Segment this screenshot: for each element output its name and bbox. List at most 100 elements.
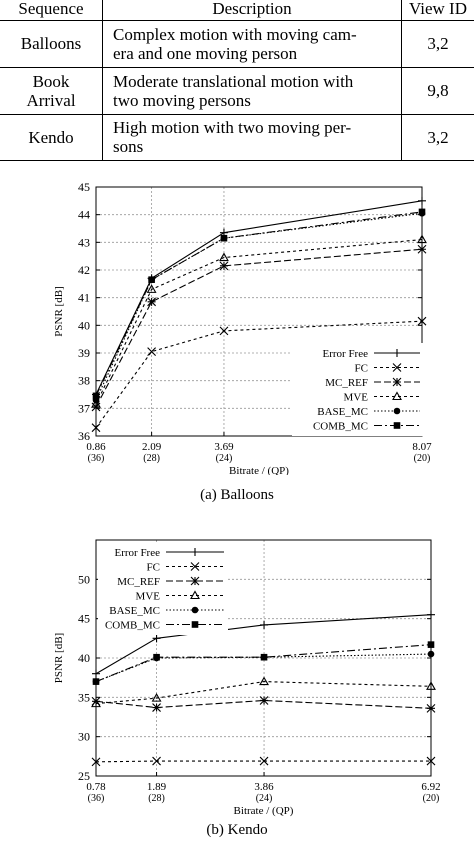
legend bbox=[98, 542, 228, 635]
x-tick-qp-label: (28) bbox=[143, 453, 160, 464]
x-tick-qp-label: (28) bbox=[148, 793, 165, 804]
header-description: Description bbox=[102, 0, 402, 21]
y-tick-label: 50 bbox=[78, 572, 90, 586]
legend-label: COMB_MC bbox=[105, 620, 160, 632]
y-tick-label: 35 bbox=[78, 690, 90, 704]
marker-triangle bbox=[219, 252, 229, 262]
cell-sequence: Kendo bbox=[0, 114, 103, 161]
y-tick-label: 30 bbox=[78, 730, 90, 744]
table-row: Kendo High motion with two moving per- s… bbox=[0, 114, 474, 161]
y-tick-label: 41 bbox=[78, 291, 90, 305]
header-view-id: View ID bbox=[401, 0, 474, 21]
marker-circle bbox=[427, 650, 435, 658]
marker-star bbox=[91, 696, 101, 706]
x-axis-label: Bitrate / (QP) bbox=[234, 805, 294, 817]
marker-star bbox=[417, 244, 427, 254]
marker-circle bbox=[191, 606, 199, 614]
series-line bbox=[95, 239, 423, 405]
marker-plus bbox=[92, 669, 100, 678]
cell-description: Moderate translational motion with two m… bbox=[102, 67, 402, 115]
legend-label: Error Free bbox=[322, 348, 368, 360]
y-axis-label: PSNR [dB] bbox=[53, 286, 65, 336]
legend-label: COMB_MC bbox=[313, 421, 368, 433]
marker-triangle bbox=[146, 284, 157, 293]
legend-label: MC_REF bbox=[325, 377, 368, 389]
plot-frame bbox=[95, 186, 423, 437]
marker-square bbox=[427, 641, 435, 648]
description-line: Complex motion with moving cam- bbox=[113, 24, 357, 44]
marker-circle bbox=[393, 407, 401, 415]
marker-plus bbox=[191, 548, 199, 556]
marker-star bbox=[219, 261, 229, 271]
sequence-table: Sequence Description View ID Balloons Co… bbox=[0, 0, 474, 161]
description-line: era and one moving person bbox=[113, 43, 298, 63]
legend-label: MVE bbox=[344, 392, 369, 404]
description-line: sons bbox=[113, 137, 144, 156]
marker-plus bbox=[418, 196, 426, 205]
marker-square bbox=[393, 422, 401, 429]
marker-triangle bbox=[91, 698, 101, 708]
marker-x bbox=[152, 756, 161, 766]
marker-x bbox=[190, 562, 200, 571]
x-tick-label: 3.69 bbox=[214, 441, 234, 453]
y-tick-label: 40 bbox=[78, 651, 90, 665]
marker-x bbox=[392, 363, 402, 372]
x-tick-qp-label: (24) bbox=[216, 453, 233, 464]
legend-label: FC bbox=[355, 363, 368, 375]
y-tick-label: 39 bbox=[78, 346, 90, 360]
marker-x bbox=[417, 316, 427, 326]
legend-label: MC_REF bbox=[117, 576, 160, 588]
description-line: two moving persons bbox=[113, 90, 251, 110]
x-axis-label: Bitrate / (QP) bbox=[229, 465, 289, 475]
y-axis-label: PSNR [dB] bbox=[53, 633, 65, 683]
marker-square bbox=[92, 392, 100, 400]
marker-x bbox=[91, 423, 101, 433]
x-tick-label: 8.07 bbox=[412, 441, 432, 453]
x-tick-label: 1.89 bbox=[147, 781, 167, 793]
cell-view-id: 9,8 bbox=[401, 67, 474, 115]
x-tick-qp-label: (36) bbox=[88, 793, 105, 804]
y-tick-label: 45 bbox=[78, 180, 90, 194]
marker-star bbox=[426, 703, 436, 713]
y-tick-label: 37 bbox=[78, 401, 90, 415]
marker-triangle bbox=[417, 234, 427, 244]
series-line bbox=[95, 211, 423, 397]
x-tick-qp-label: (36) bbox=[88, 453, 105, 464]
plot-frame bbox=[95, 539, 432, 777]
cell-sequence: Balloons bbox=[0, 20, 103, 68]
x-tick-label: 3.86 bbox=[254, 781, 274, 793]
marker-square bbox=[191, 621, 199, 628]
x-tick-label: 6.92 bbox=[421, 781, 440, 793]
marker-star bbox=[147, 297, 157, 307]
marker-square bbox=[418, 208, 426, 216]
header-sequence: Sequence bbox=[0, 0, 103, 21]
sequence-line: Book bbox=[32, 71, 70, 91]
series-line bbox=[95, 760, 431, 763]
kendo-psnr-chart: 25 30 35 40 45 50 0.78(36) 1.89(28) 3.86(24) 6.92… bbox=[53, 539, 441, 817]
series-line bbox=[95, 200, 423, 395]
marker-star bbox=[392, 377, 402, 387]
marker-x bbox=[91, 757, 101, 767]
marker-square bbox=[92, 678, 100, 685]
table-header-row: Sequence Description View ID bbox=[0, 0, 474, 21]
marker-triangle bbox=[151, 693, 162, 702]
cell-sequence: Book Arrival bbox=[0, 67, 103, 115]
sequence-line: Arrival bbox=[26, 90, 76, 110]
cell-view-id: 3,2 bbox=[401, 20, 474, 68]
series-line bbox=[95, 212, 423, 401]
marker-square bbox=[260, 653, 268, 661]
marker-square bbox=[220, 234, 228, 242]
legend-label: MVE bbox=[136, 591, 161, 603]
x-tick-label: 0.86 bbox=[86, 441, 106, 453]
marker-x bbox=[147, 347, 157, 357]
y-tick-label: 43 bbox=[78, 235, 90, 249]
marker-x bbox=[259, 756, 269, 766]
x-tick-qp-label: (20) bbox=[414, 453, 431, 464]
caption-kendo: (b) Kendo bbox=[206, 822, 268, 838]
marker-x bbox=[426, 756, 436, 766]
x-tick-qp-label: (24) bbox=[256, 793, 273, 804]
y-tick-label: 38 bbox=[78, 374, 90, 388]
description-line: Moderate translational motion with bbox=[113, 71, 354, 91]
description-line: High motion with two moving per- bbox=[113, 118, 352, 137]
legend-label: FC bbox=[147, 562, 160, 574]
